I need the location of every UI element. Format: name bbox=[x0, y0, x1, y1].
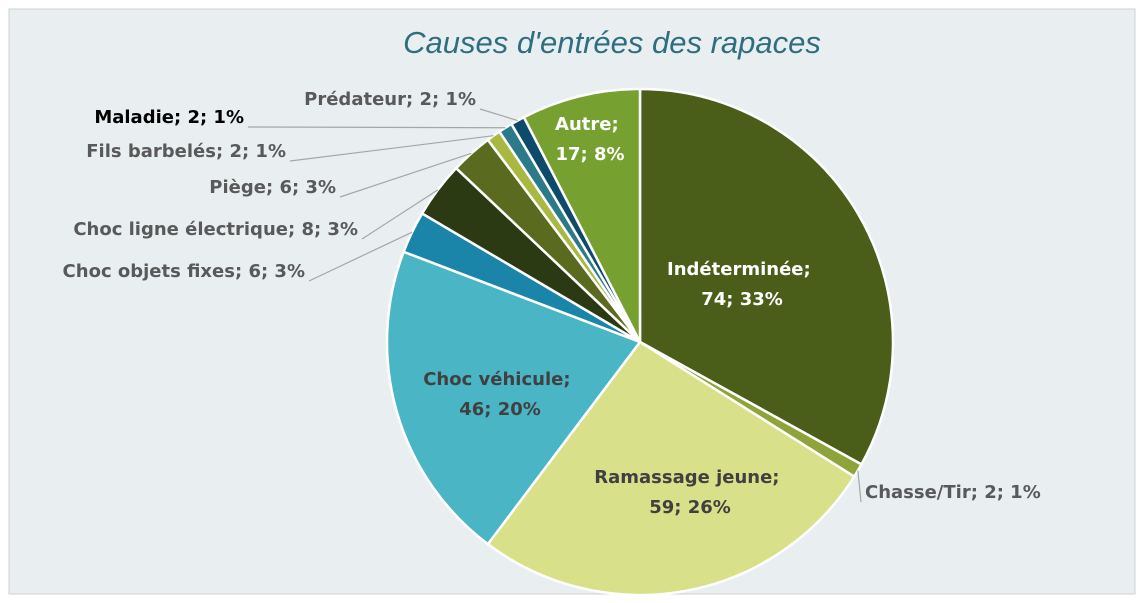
chart-title: Causes d'entrées des rapaces bbox=[403, 25, 821, 60]
data-label: Piège; 6; 3% bbox=[209, 177, 336, 198]
leader-line bbox=[308, 231, 413, 282]
label-separator: ; bbox=[971, 482, 984, 503]
label-category: Choc ligne électrique bbox=[73, 219, 288, 240]
data-label: Choc objets fixes; 6; 3% bbox=[63, 261, 305, 282]
label-separator: ; bbox=[611, 114, 624, 135]
label-value: 6; 3% bbox=[248, 261, 305, 282]
pie bbox=[385, 87, 895, 597]
label-value: 17; 8% bbox=[555, 144, 624, 165]
label-value: 74; 33% bbox=[701, 289, 783, 310]
data-label: Fils barbelés; 2; 1% bbox=[86, 141, 286, 162]
leader-line bbox=[479, 108, 518, 122]
data-label: Ramassage jeune; 59; 26% bbox=[594, 467, 786, 518]
label-category: Autre bbox=[555, 114, 611, 135]
label-separator: ; bbox=[803, 259, 816, 280]
label-category: Prédateur bbox=[304, 89, 406, 110]
label-separator: ; bbox=[266, 177, 279, 198]
data-label: Chasse/Tir; 2; 1% bbox=[865, 482, 1041, 503]
label-separator: ; bbox=[288, 219, 301, 240]
label-separator: ; bbox=[235, 261, 248, 282]
data-label: Maladie; 2; 1% bbox=[94, 107, 244, 128]
pie-slice bbox=[522, 87, 642, 343]
data-label: Choc véhicule; 46; 20% bbox=[423, 369, 577, 420]
label-category: Choc véhicule bbox=[423, 369, 563, 390]
leader-line bbox=[857, 470, 862, 503]
leader-line bbox=[247, 126, 506, 129]
label-separator: ; bbox=[563, 369, 576, 390]
pie-slice bbox=[385, 250, 642, 546]
leader-line bbox=[339, 152, 472, 198]
label-separator: ; bbox=[216, 141, 229, 162]
data-label: Prédateur; 2; 1% bbox=[304, 89, 476, 110]
label-value: 2; 1% bbox=[419, 89, 476, 110]
data-label: Indéterminée; 74; 33% bbox=[667, 259, 817, 310]
label-separator: ; bbox=[772, 467, 785, 488]
label-category: Fils barbelés bbox=[86, 141, 216, 162]
label-separator: ; bbox=[174, 107, 187, 128]
label-value: 2; 1% bbox=[229, 141, 286, 162]
label-separator: ; bbox=[406, 89, 419, 110]
label-value: 6; 3% bbox=[279, 177, 336, 198]
label-category: Piège bbox=[209, 177, 266, 198]
label-value: 2; 1% bbox=[984, 482, 1041, 503]
leader-line bbox=[361, 189, 439, 240]
label-value: 59; 26% bbox=[649, 497, 731, 518]
data-label: Choc ligne électrique; 8; 3% bbox=[73, 219, 358, 240]
leader-line bbox=[289, 135, 494, 162]
label-value: 2; 1% bbox=[187, 107, 244, 128]
label-value: 8; 3% bbox=[301, 219, 358, 240]
data-label: Autre; 17; 8% bbox=[555, 114, 625, 165]
label-value: 46; 20% bbox=[459, 399, 541, 420]
label-category: Choc objets fixes bbox=[63, 261, 235, 282]
label-category: Chasse/Tir bbox=[865, 482, 971, 503]
pie-slice bbox=[486, 340, 856, 597]
label-category: Indéterminée bbox=[667, 259, 803, 280]
pie-slice bbox=[638, 87, 895, 467]
label-category: Ramassage jeune bbox=[594, 467, 772, 488]
label-category: Maladie bbox=[94, 107, 174, 128]
